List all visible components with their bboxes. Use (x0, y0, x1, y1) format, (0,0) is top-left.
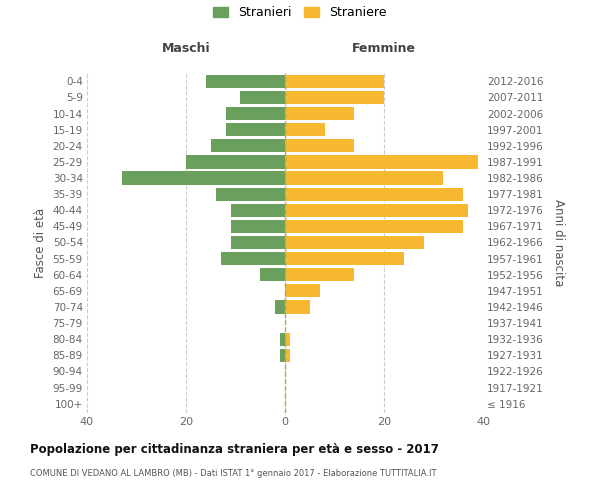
Bar (216, 188, 285, 201)
Bar (211, 139, 285, 152)
Bar (285, 284, 320, 298)
Bar (285, 236, 424, 249)
Bar (285, 300, 310, 314)
Bar (275, 300, 285, 314)
Bar (285, 107, 355, 120)
Text: Femmine: Femmine (352, 42, 416, 55)
Bar (285, 172, 443, 184)
Bar (285, 91, 384, 104)
Bar (241, 91, 285, 104)
Bar (285, 348, 290, 362)
Bar (226, 107, 285, 120)
Bar (285, 139, 355, 152)
Bar (285, 220, 463, 233)
Bar (285, 268, 355, 281)
Bar (230, 220, 285, 233)
Y-axis label: Fasce di età: Fasce di età (34, 208, 47, 278)
Bar (280, 332, 285, 346)
Bar (285, 332, 290, 346)
Bar (285, 123, 325, 136)
Bar (226, 123, 285, 136)
Bar (260, 268, 285, 281)
Bar (285, 188, 463, 201)
Text: COMUNE DI VEDANO AL LAMBRO (MB) - Dati ISTAT 1° gennaio 2017 - Elaborazione TUTT: COMUNE DI VEDANO AL LAMBRO (MB) - Dati I… (30, 469, 437, 478)
Legend: Stranieri, Straniere: Stranieri, Straniere (213, 6, 387, 19)
Text: Maschi: Maschi (161, 42, 211, 55)
Bar (230, 204, 285, 217)
Bar (122, 172, 285, 184)
Bar (280, 348, 285, 362)
Bar (221, 252, 285, 265)
Bar (285, 204, 468, 217)
Bar (186, 156, 285, 168)
Text: Popolazione per cittadinanza straniera per età e sesso - 2017: Popolazione per cittadinanza straniera p… (30, 442, 439, 456)
Bar (206, 75, 285, 88)
Bar (285, 75, 384, 88)
Bar (285, 156, 478, 168)
Y-axis label: Anni di nascita: Anni di nascita (552, 199, 565, 286)
Bar (230, 236, 285, 249)
Bar (285, 252, 404, 265)
